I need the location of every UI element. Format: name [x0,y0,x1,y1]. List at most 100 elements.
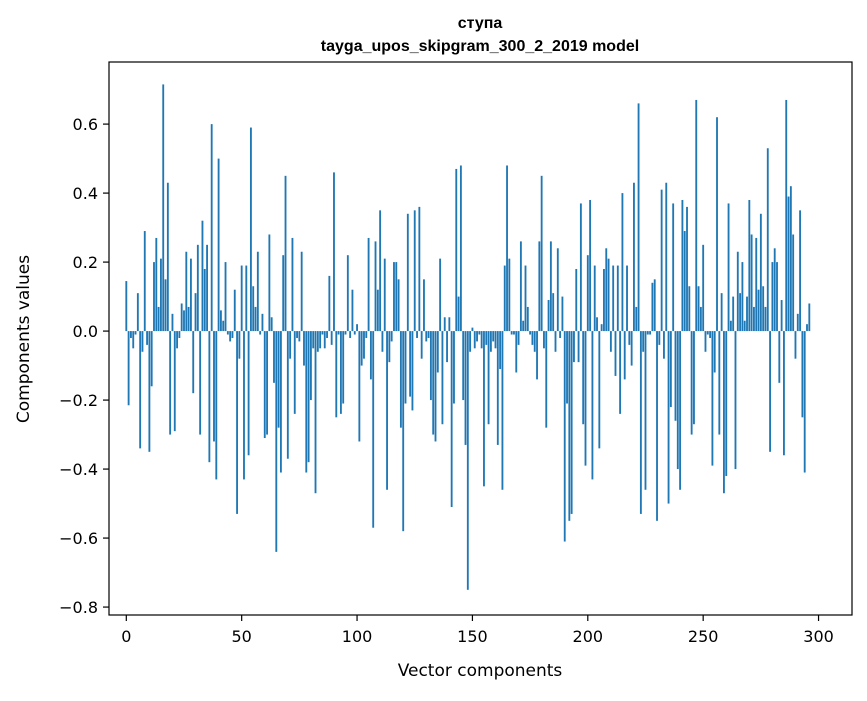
bar-component-28 [189,258,192,332]
bar-component-61 [266,331,268,435]
bar-component-16 [162,84,165,332]
bar-component-124 [411,331,414,411]
bar-component-40 [217,158,220,332]
bar-component-290 [794,331,797,359]
bar-component-220 [633,182,635,332]
bar-component-283 [778,331,781,383]
bar-component-181 [543,331,545,349]
bar-component-47 [233,289,236,332]
bar-component-158 [489,331,492,352]
bar-component-242 [683,231,686,332]
bar-component-257 [718,331,721,435]
bar-component-201 [589,199,592,332]
bar-component-255 [713,331,716,373]
bar-component-133 [432,331,435,435]
bar-component-252 [706,331,709,335]
bar-component-197 [579,203,582,332]
bar-component-272 [753,306,755,332]
bar-component-170 [517,331,520,345]
bar-component-165 [506,165,508,332]
bar-component-140 [448,317,451,332]
bar-component-78 [305,331,308,473]
bar-component-194 [573,331,575,363]
bar-component-267 [741,262,744,332]
x-tick-label: 250 [688,627,719,646]
bar-component-14 [157,306,160,332]
bar-component-129 [423,279,425,332]
bar-component-228 [651,282,654,332]
bar-component-161 [496,331,499,445]
bar-component-258 [720,293,723,332]
bar-component-141 [450,331,453,508]
bar-component-218 [628,331,631,345]
bar-component-277 [764,306,767,332]
bar-component-54 [249,127,252,332]
bar-component-151 [473,331,476,349]
bar-component-182 [545,331,548,428]
bar-component-126 [416,331,418,338]
bar-component-150 [471,327,474,332]
x-tick-label: 100 [342,627,373,646]
bar-component-93 [339,331,342,414]
bar-component-273 [755,237,758,332]
bar-component-85 [321,331,324,335]
bar-component-265 [736,251,739,332]
bar-component-35 [206,244,208,332]
bar-component-216 [623,331,626,380]
bar-component-281 [773,248,776,332]
bar-component-291 [796,313,799,332]
bar-component-51 [243,331,245,480]
bar-component-200 [586,255,589,332]
bar-component-206 [600,324,603,332]
bar-component-26 [185,251,188,332]
bar-component-30 [194,293,197,332]
bar-component-230 [656,331,658,521]
bar-component-76 [300,251,303,332]
bar-component-222 [637,103,640,332]
bar-component-13 [155,237,158,332]
bar-component-6 [139,331,142,449]
bar-component-235 [667,331,670,504]
bar-component-278 [766,148,769,332]
bar-component-241 [681,199,684,332]
bar-component-136 [439,258,442,332]
bar-component-21 [173,331,176,432]
y-tick-label: 0.0 [73,322,98,341]
bar-component-246 [693,331,695,425]
bar-component-113 [386,331,388,490]
x-tick-label: 300 [803,627,834,646]
bar-component-106 [369,331,372,380]
bar-component-89 [330,331,333,345]
bar-component-152 [476,331,478,342]
bar-component-198 [582,331,585,425]
bar-component-231 [658,331,661,345]
bar-component-154 [480,331,483,349]
x-ticks: 0 50 100 150 200 250 300 [121,615,834,646]
bar-component-279 [769,331,772,452]
bar-component-117 [395,262,398,332]
bar-component-38 [213,331,215,442]
bar-component-45 [229,331,232,342]
bar-component-148 [466,331,469,590]
bar-component-62 [268,234,271,332]
bar-component-95 [344,331,347,335]
bar-component-112 [383,258,386,332]
bar-component-80 [309,331,312,401]
bar-component-135 [436,331,439,373]
bar-component-83 [316,331,319,352]
bar-component-227 [649,331,652,335]
bar-component-292 [799,210,802,332]
bar-component-5 [136,293,139,332]
bar-component-183 [547,300,550,332]
bar-component-217 [626,265,628,332]
bar-component-171 [519,241,522,332]
bar-component-284 [780,300,783,332]
bar-component-296 [808,303,811,332]
bar-component-103 [363,331,365,359]
chart-title: ступа [458,15,503,32]
bar-component-196 [577,331,580,363]
bar-component-19 [169,331,172,435]
bar-component-64 [273,331,275,383]
